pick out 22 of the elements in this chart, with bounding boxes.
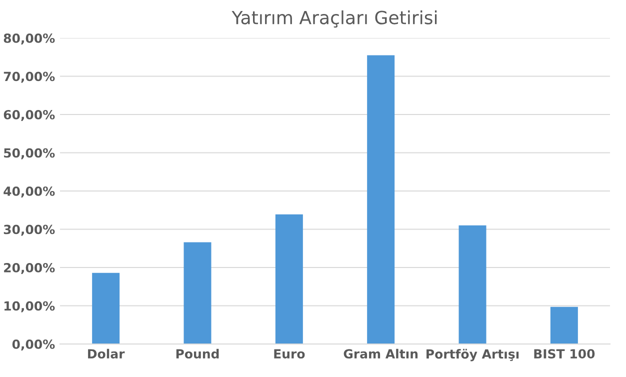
y-tick-label: 70,00%	[4, 72, 55, 83]
x-tick-label: Dolar	[88, 348, 125, 359]
bar	[275, 214, 303, 344]
x-tick-label: Gram Altın	[344, 348, 418, 359]
y-tick-label: 60,00%	[4, 110, 55, 122]
y-tick-label: 40,00%	[4, 186, 55, 198]
chart-title: Yatırım Araçları Getirisi	[232, 10, 437, 28]
bar	[367, 55, 395, 344]
y-tick-label: 80,00%	[4, 33, 55, 45]
bar	[184, 242, 212, 344]
x-tick-label: Euro	[274, 349, 305, 359]
bar	[458, 225, 486, 344]
y-tick-label: 10,00%	[4, 301, 55, 312]
x-tick-label: Portföy Artışı	[426, 348, 519, 362]
bar	[92, 272, 120, 344]
y-tick-label: 30,00%	[4, 224, 55, 236]
y-tick-label: 0,00%	[12, 339, 55, 351]
x-tick-label: BIST 100	[534, 349, 595, 359]
x-tick-label: Pound	[176, 348, 219, 359]
y-tick-label: 50,00%	[4, 148, 55, 160]
bar	[550, 306, 578, 344]
y-tick-label: 20,00%	[4, 262, 55, 274]
